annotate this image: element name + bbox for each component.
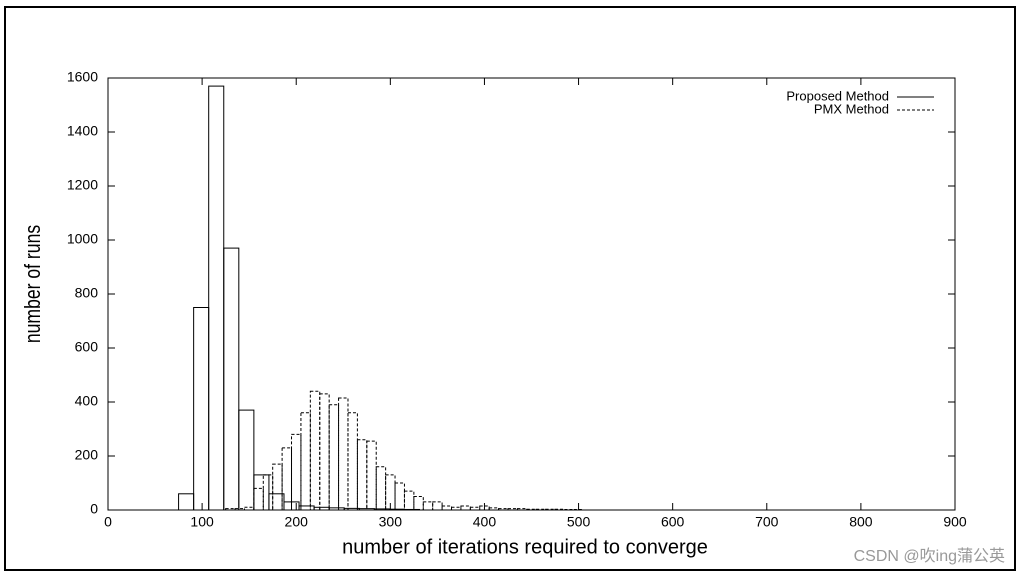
y-tick-label: 1000 [67, 231, 98, 247]
bar [208, 85, 225, 511]
bar [272, 463, 283, 511]
bar [451, 506, 462, 511]
x-tick-label: 400 [473, 514, 497, 530]
bar [441, 505, 453, 511]
bar [460, 505, 471, 511]
x-tick-label: 200 [285, 514, 309, 530]
y-tick-label: 1200 [67, 177, 98, 193]
x-tick-label: 900 [943, 514, 967, 530]
bar [403, 490, 415, 511]
bar [309, 390, 321, 511]
bar [394, 482, 405, 511]
bar [385, 474, 396, 511]
y-tick-label: 600 [75, 339, 99, 355]
y-tick-label: 400 [75, 393, 99, 409]
y-axis-label: number of runs [21, 225, 45, 343]
bar [432, 501, 443, 511]
bar [422, 501, 434, 511]
y-tick-label: 800 [75, 285, 99, 301]
y-tick-label: 0 [90, 501, 98, 517]
bar [291, 433, 302, 511]
legend-label: PMX Method [814, 101, 889, 116]
bar [563, 508, 575, 511]
bar [366, 440, 377, 511]
x-tick-label: 0 [104, 514, 112, 530]
bar [573, 508, 584, 511]
y-tick-label: 200 [75, 447, 99, 463]
bar [223, 247, 240, 511]
bar [375, 466, 387, 511]
x-axis-label: number of iterations required to converg… [342, 536, 708, 558]
x-tick-label: 300 [379, 514, 403, 530]
legend-label: Proposed Method [786, 88, 889, 103]
bar [178, 493, 195, 511]
y-tick-label: 1400 [67, 123, 98, 139]
plot-border [107, 77, 956, 511]
bar [253, 474, 270, 511]
bar [253, 487, 264, 511]
y-tick-label: 1600 [67, 69, 98, 85]
bar [347, 412, 358, 511]
bar [300, 412, 311, 511]
bar [413, 496, 424, 511]
bar [319, 393, 330, 511]
x-tick-label: 500 [567, 514, 591, 530]
bar [356, 439, 368, 511]
bar [238, 409, 255, 511]
bar [262, 474, 274, 511]
x-tick-label: 800 [849, 514, 873, 530]
bar [328, 404, 340, 511]
x-tick-label: 100 [190, 514, 214, 530]
frame [4, 6, 1016, 571]
bar [469, 506, 481, 511]
bar [193, 307, 210, 511]
watermark: CSDN @吹ing蒲公英 [854, 547, 1005, 565]
bar [338, 397, 349, 511]
x-tick-label: 600 [661, 514, 685, 530]
x-tick-label: 700 [755, 514, 779, 530]
